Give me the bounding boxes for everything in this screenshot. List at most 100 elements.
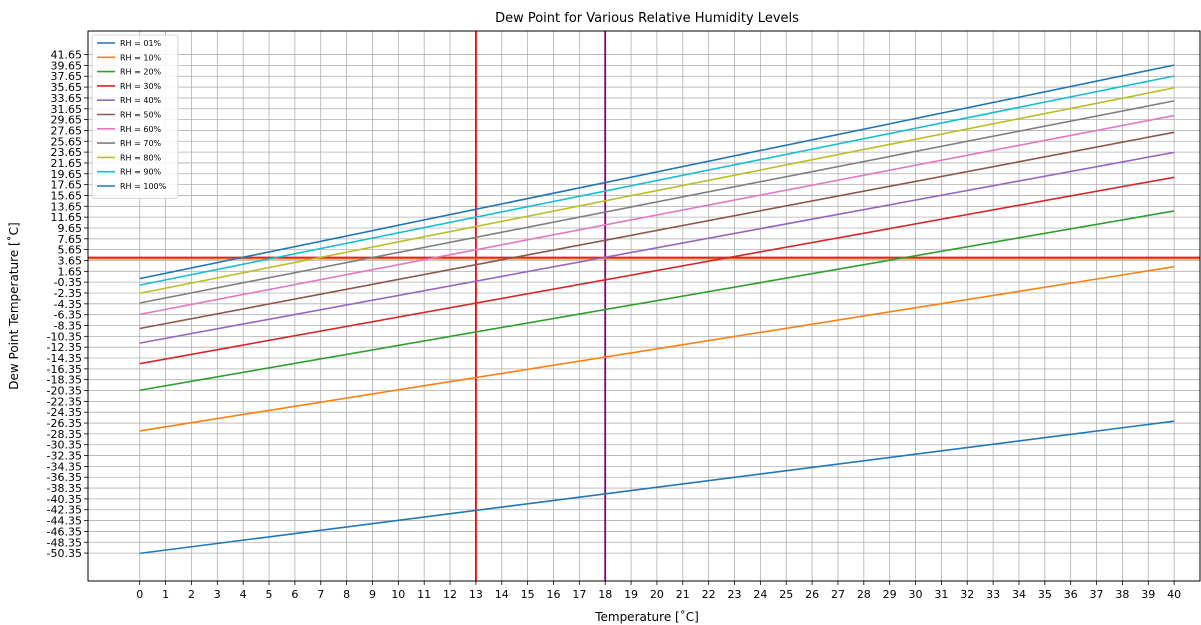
y-tick-label-41: -40.35 — [47, 493, 82, 506]
chart-title: Dew Point for Various Relative Humidity … — [495, 11, 799, 26]
y-tick-label-28: -14.35 — [47, 352, 82, 365]
series-line-0 — [139, 420, 1175, 555]
y-tick-label-46: -50.35 — [47, 547, 82, 560]
x-tick-label-3: 3 — [214, 588, 221, 601]
y-tick-label-33: -24.35 — [47, 406, 82, 419]
y-axis-ticks: 41.6539.6537.6535.6533.6531.6529.6527.65… — [47, 49, 88, 560]
x-axis-ticks: 0 1 2 3 4 5 6 7 8 9 10 11 12 13 14 15 16 17 18 19 20 21 22 23 24… — [136, 581, 1181, 601]
legend-label-4: RH = 40% — [120, 96, 162, 105]
series-line-9 — [139, 75, 1175, 286]
legend-label-3: RH = 30% — [120, 82, 162, 91]
legend-label-7: RH = 70% — [120, 139, 162, 148]
legend: RH = 01% RH = 10% RH = 20% RH = 30% RH = 40%… — [91, 34, 179, 199]
x-tick-label-9: 9 — [369, 588, 376, 601]
y-tick-label-27: -12.35 — [47, 341, 82, 354]
series-line-6 — [139, 114, 1175, 316]
x-tick-label-33: 33 — [986, 588, 1000, 601]
x-tick-label-39: 39 — [1141, 588, 1155, 601]
x-tick-label-18: 18 — [598, 588, 612, 601]
y-tick-label-25: -8.35 — [54, 320, 82, 333]
x-tick-label-1: 1 — [162, 588, 169, 601]
y-tick-label-19: 3.65 — [58, 254, 83, 267]
y-tick-label-8: 25.65 — [51, 135, 83, 148]
x-tick-label-15: 15 — [521, 588, 535, 601]
x-tick-label-13: 13 — [469, 588, 483, 601]
y-tick-label-1: 39.65 — [51, 59, 83, 72]
legend-label-10: RH = 100% — [120, 182, 167, 191]
x-tick-label-29: 29 — [883, 588, 897, 601]
y-tick-label-0: 41.65 — [51, 49, 83, 62]
x-tick-label-25: 25 — [779, 588, 793, 601]
x-tick-label-27: 27 — [831, 588, 845, 601]
x-tick-label-17: 17 — [572, 588, 586, 601]
x-tick-label-4: 4 — [240, 588, 247, 601]
legend-label-8: RH = 80% — [120, 153, 162, 162]
x-tick-label-2: 2 — [188, 588, 195, 601]
legend-label-6: RH = 60% — [120, 125, 162, 134]
y-tick-label-44: -46.35 — [47, 525, 82, 538]
x-tick-label-11: 11 — [417, 588, 431, 601]
y-tick-label-34: -26.35 — [47, 417, 82, 430]
y-tick-label-12: 17.65 — [51, 179, 83, 192]
y-tick-label-35: -28.35 — [47, 428, 82, 441]
y-tick-label-38: -34.35 — [47, 460, 82, 473]
series-layer — [139, 64, 1175, 555]
y-tick-label-22: -2.35 — [54, 287, 82, 300]
legend-label-5: RH = 50% — [120, 111, 162, 120]
y-tick-label-21: -0.35 — [54, 276, 82, 289]
x-tick-label-5: 5 — [266, 588, 273, 601]
x-tick-label-8: 8 — [343, 588, 350, 601]
plot-frame — [87, 30, 1201, 582]
y-tick-label-13: 15.65 — [51, 189, 83, 202]
legend-label-2: RH = 20% — [120, 68, 162, 77]
series-line-7 — [139, 100, 1175, 304]
x-axis-label: Temperature [˚C] — [594, 609, 699, 624]
y-tick-label-45: -48.35 — [47, 536, 82, 549]
y-axis-label: Dew Point Temperature [˚C] — [6, 222, 21, 389]
x-tick-label-34: 34 — [1012, 588, 1026, 601]
x-tick-label-12: 12 — [443, 588, 457, 601]
x-tick-label-16: 16 — [546, 588, 560, 601]
x-tick-label-40: 40 — [1167, 588, 1181, 601]
y-tick-label-40: -38.35 — [47, 482, 82, 495]
y-tick-label-43: -44.35 — [47, 515, 82, 528]
y-tick-label-39: -36.35 — [47, 471, 82, 484]
y-tick-label-20: 1.65 — [58, 265, 83, 278]
x-tick-label-37: 37 — [1090, 588, 1104, 601]
x-tick-label-0: 0 — [136, 588, 143, 601]
y-tick-label-11: 19.65 — [51, 168, 83, 181]
y-tick-label-7: 27.65 — [51, 124, 83, 137]
y-tick-label-31: -20.35 — [47, 385, 82, 398]
x-tick-label-23: 23 — [728, 588, 742, 601]
y-tick-label-18: 5.65 — [58, 244, 83, 257]
x-tick-label-22: 22 — [702, 588, 716, 601]
y-tick-label-36: -30.35 — [47, 439, 82, 452]
x-tick-label-28: 28 — [857, 588, 871, 601]
y-tick-label-3: 35.65 — [51, 81, 83, 94]
y-tick-label-42: -42.35 — [47, 504, 82, 517]
x-tick-label-30: 30 — [909, 588, 923, 601]
x-tick-label-21: 21 — [676, 588, 690, 601]
x-tick-label-24: 24 — [753, 588, 767, 601]
y-tick-label-2: 37.65 — [51, 70, 83, 83]
x-tick-label-38: 38 — [1115, 588, 1129, 601]
x-tick-label-20: 20 — [650, 588, 664, 601]
legend-label-1: RH = 10% — [120, 53, 162, 62]
x-tick-label-36: 36 — [1064, 588, 1078, 601]
legend-label-9: RH = 90% — [120, 168, 162, 177]
y-tick-label-16: 9.65 — [58, 222, 83, 235]
y-tick-label-26: -10.35 — [47, 330, 82, 343]
y-tick-label-15: 11.65 — [51, 211, 83, 224]
series-line-4 — [139, 151, 1175, 344]
series-line-10 — [139, 64, 1175, 280]
x-tick-label-26: 26 — [805, 588, 819, 601]
series-line-2 — [139, 210, 1175, 392]
y-tick-label-4: 33.65 — [51, 92, 83, 105]
x-tick-label-10: 10 — [391, 588, 405, 601]
y-tick-label-24: -6.35 — [54, 309, 82, 322]
y-tick-label-14: 13.65 — [51, 200, 83, 213]
series-line-5 — [139, 131, 1175, 330]
x-tick-label-7: 7 — [317, 588, 324, 601]
